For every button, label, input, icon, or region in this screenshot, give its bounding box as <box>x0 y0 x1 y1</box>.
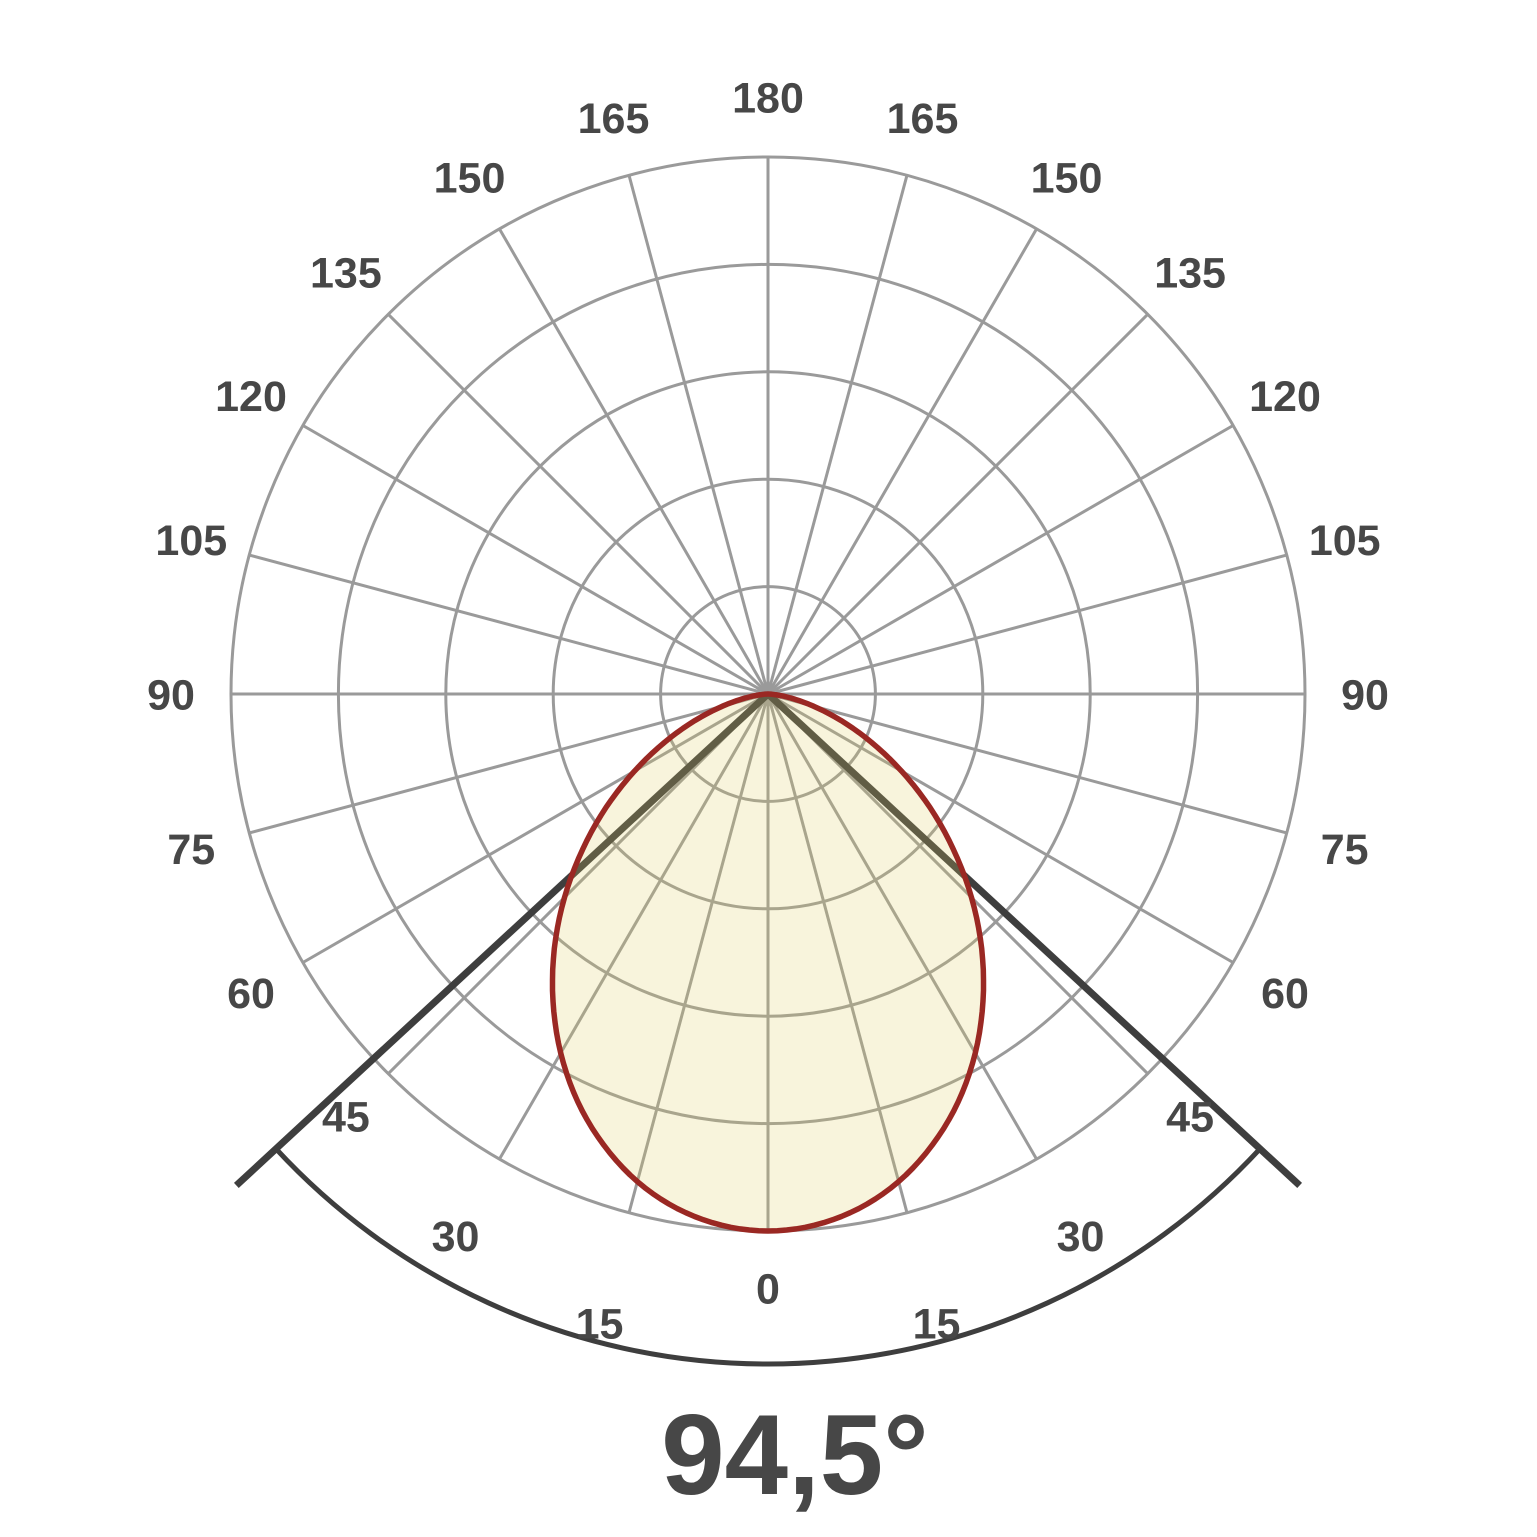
angle-label-30: 30 <box>1057 1213 1105 1261</box>
beam-angle-line <box>233 691 771 1189</box>
angle-label-15-left: 15 <box>576 1300 624 1348</box>
grid-radial-line <box>766 174 909 695</box>
angle-label-90: 90 <box>1341 671 1389 719</box>
grid-radial-line <box>767 424 1234 696</box>
beam-angle-marker <box>233 691 1303 1367</box>
grid-radial-line <box>248 553 769 696</box>
grid-radial-line <box>766 228 1038 695</box>
angle-label-15: 15 <box>913 1300 961 1348</box>
grid-radial-line <box>767 692 1234 964</box>
angle-label-60: 60 <box>1261 970 1309 1018</box>
grid-radial-line <box>498 228 770 695</box>
angle-label-120: 120 <box>1249 373 1321 421</box>
angle-label-75: 75 <box>1321 826 1369 874</box>
grid-radial-line <box>767 692 1288 835</box>
intensity-curve-path <box>549 691 987 1234</box>
intensity-curve <box>549 691 987 1234</box>
angle-label-90-left: 90 <box>147 671 195 719</box>
grid-radial-line <box>766 313 1149 696</box>
angle-label-105-left: 105 <box>155 517 227 565</box>
grid-radial-line <box>627 693 770 1214</box>
angle-label-75-left: 75 <box>167 826 215 874</box>
grid-radial-line <box>302 424 769 696</box>
grid-radial-line <box>627 174 770 695</box>
angle-label-180: 180 <box>732 74 804 122</box>
angle-label-135-left: 135 <box>310 249 382 297</box>
beam-angle-value: 94,5° <box>661 1392 928 1519</box>
angle-label-135: 135 <box>1154 249 1226 297</box>
beam-angle-arc <box>274 1147 1262 1367</box>
grid-radial-line <box>248 692 769 835</box>
angle-label-45: 45 <box>1166 1094 1214 1142</box>
grid-radial-line <box>387 692 770 1075</box>
grid-radial-line <box>498 693 770 1160</box>
angle-label-30-left: 30 <box>432 1213 480 1261</box>
angle-label-120-left: 120 <box>215 373 287 421</box>
grid-radial-line <box>302 692 769 964</box>
grid-radial-line <box>767 553 1288 696</box>
grid-radial-line <box>387 313 770 696</box>
grid-radial-line <box>766 692 1149 1075</box>
grid-radial-line <box>766 693 909 1214</box>
angle-labels: 0 15 15 30 30 45 45 60 60 75 75 90 90 105 105 120 120 135… <box>147 74 1389 1348</box>
polar-grid <box>229 155 1307 1233</box>
angle-label-45-left: 45 <box>322 1094 370 1142</box>
angle-label-165-left: 165 <box>578 95 650 143</box>
angle-label-150: 150 <box>1031 154 1103 202</box>
angle-label-150-left: 150 <box>434 154 506 202</box>
beam-angle-line <box>765 691 1303 1189</box>
angle-label-60-left: 60 <box>227 970 275 1018</box>
angle-label-0: 0 <box>756 1265 780 1313</box>
angle-label-165: 165 <box>887 95 959 143</box>
grid-radial-line <box>766 693 1038 1160</box>
angle-label-105: 105 <box>1309 517 1381 565</box>
